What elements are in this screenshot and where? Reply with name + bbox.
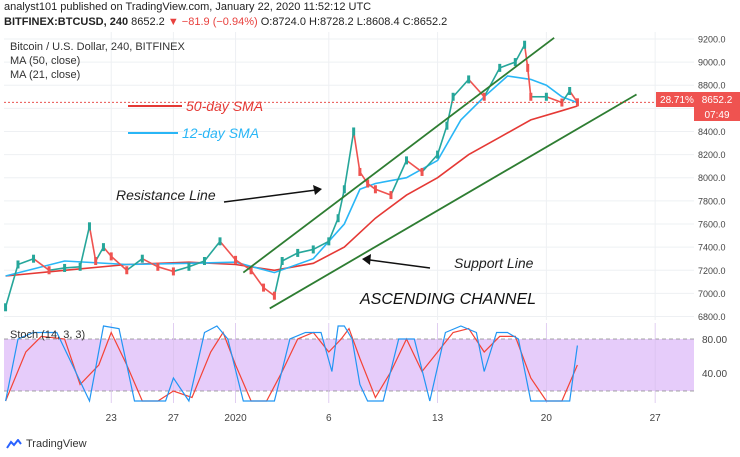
- price-chart[interactable]: Bitcoin / U.S. Dollar, 240, BITFINEX MA …: [4, 32, 694, 320]
- resistance-annotation: Resistance Line: [116, 187, 216, 203]
- legend-ma21: MA (21, close): [10, 69, 80, 81]
- candle: [4, 303, 7, 311]
- legend-ma50: MA (50, close): [10, 55, 80, 67]
- high-value: H:8728.2: [309, 16, 354, 28]
- time-tick-label: 27: [168, 413, 180, 424]
- price-tick-label: 8800.0: [698, 81, 726, 91]
- candle: [273, 292, 276, 300]
- candle: [436, 151, 439, 159]
- candle: [110, 252, 113, 260]
- candle: [219, 237, 222, 245]
- stoch-level-40: 40.00: [702, 369, 727, 380]
- time-tick-label: 27: [650, 413, 662, 424]
- candle: [529, 93, 532, 101]
- price-tick-label: 7600.0: [698, 220, 726, 230]
- price-axis[interactable]: 9200.09000.08800.08600.08400.08200.08000…: [694, 32, 740, 320]
- candle: [156, 263, 159, 271]
- stoch-title: Stoch (14, 3, 3): [10, 329, 85, 341]
- candle: [405, 156, 408, 164]
- publish-text: analyst101 published on TradingView.com,…: [4, 1, 371, 13]
- candle: [187, 263, 190, 271]
- support-annotation: Support Line: [454, 255, 534, 271]
- candle: [48, 266, 51, 274]
- open-value: O:8724.0: [261, 16, 306, 28]
- candle: [262, 284, 265, 292]
- candle: [172, 267, 175, 275]
- footer-brand: TradingView: [26, 436, 87, 452]
- channel-annotation: ASCENDING CHANNEL: [359, 291, 536, 308]
- candle: [421, 168, 424, 176]
- candle: [141, 255, 144, 263]
- candle: [445, 122, 448, 130]
- price-tick-label: 8000.0: [698, 173, 726, 183]
- candle: [88, 222, 91, 230]
- sma12-annotation: 12-day SMA: [182, 125, 259, 141]
- candle: [467, 75, 470, 83]
- candle: [32, 255, 35, 263]
- candle: [389, 191, 392, 199]
- candle: [327, 237, 330, 245]
- time-tick-label: 2020: [224, 413, 247, 424]
- candle: [79, 263, 82, 271]
- price-tick-label: 9200.0: [698, 34, 726, 44]
- last-price: 8652.2: [131, 16, 165, 28]
- price-tick-label: 6800.0: [698, 312, 726, 320]
- price-tick-label: 7000.0: [698, 289, 726, 299]
- candle: [94, 257, 97, 265]
- candle: [296, 249, 299, 257]
- candle: [374, 185, 377, 193]
- legend-title: Bitcoin / U.S. Dollar, 240, BITFINEX: [10, 41, 186, 53]
- candle: [352, 127, 355, 135]
- candle: [498, 64, 501, 72]
- candle: [16, 260, 19, 268]
- time-axis[interactable]: 23 27 2020 6 13 20 27: [4, 403, 694, 433]
- candle: [102, 243, 105, 251]
- candle: [343, 185, 346, 193]
- candle: [483, 93, 486, 101]
- candle: [203, 257, 206, 265]
- candle: [545, 93, 548, 101]
- price-badge-text: 8652.2: [702, 95, 733, 106]
- tradingview-logo-icon: [6, 439, 22, 449]
- candle: [452, 93, 455, 101]
- candle: [312, 245, 315, 253]
- price-tick-label: 7200.0: [698, 266, 726, 276]
- sma50-annotation: 50-day SMA: [186, 98, 263, 114]
- price-tick-label: 7400.0: [698, 243, 726, 253]
- chart-background: [4, 32, 694, 320]
- stoch-axis: 80.00 40.00: [694, 323, 740, 403]
- time-tick-label: 13: [432, 413, 444, 424]
- time-tick-label: 6: [326, 413, 332, 424]
- footer: TradingView: [6, 436, 87, 452]
- ohlc-header: BITFINEX:BTCUSD, 240 8652.2 ▼ −81.9 (−0.…: [0, 15, 740, 30]
- candle: [234, 256, 237, 264]
- price-tick-label: 7800.0: [698, 196, 726, 206]
- stoch-band: [4, 339, 694, 391]
- price-tick-label: 8200.0: [698, 150, 726, 160]
- candle: [514, 58, 517, 66]
- candle: [63, 264, 66, 272]
- candle: [281, 257, 284, 265]
- price-tick-label: 8400.0: [698, 127, 726, 137]
- low-value: L:8608.4: [357, 16, 400, 28]
- stoch-chart[interactable]: Stoch (14, 3, 3): [4, 323, 694, 403]
- pct-badge-text: 28.71%: [660, 95, 694, 106]
- candle: [523, 41, 526, 49]
- candle: [337, 214, 340, 222]
- price-change: ▼ −81.9 (−0.94%): [168, 16, 258, 28]
- candle: [125, 266, 128, 274]
- time-badge-text: 07:49: [704, 110, 729, 121]
- candle: [358, 168, 361, 176]
- time-tick-label: 23: [106, 413, 118, 424]
- candle: [568, 87, 571, 95]
- close-value: C:8652.2: [403, 16, 448, 28]
- stoch-level-80: 80.00: [702, 335, 727, 346]
- price-tick-label: 9000.0: [698, 58, 726, 68]
- time-tick-label: 20: [541, 413, 553, 424]
- candle: [366, 180, 369, 188]
- candle: [526, 64, 529, 72]
- symbol-label: BITFINEX:BTCUSD, 240: [4, 16, 128, 28]
- publish-header: analyst101 published on TradingView.com,…: [0, 0, 740, 15]
